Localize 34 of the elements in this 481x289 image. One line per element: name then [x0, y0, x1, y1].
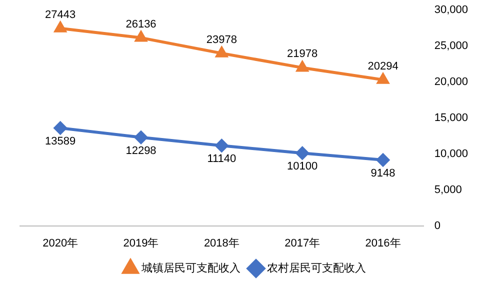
point — [296, 146, 309, 160]
data-label: 26136 — [126, 18, 156, 30]
y-tick-label: 0 — [434, 220, 440, 232]
data-label: 9148 — [370, 168, 396, 180]
point — [296, 61, 308, 72]
x-tick-label: 2020年 — [42, 237, 78, 250]
legend-label: 城镇居民可支配收入 — [140, 262, 240, 275]
data-label: 10100 — [287, 160, 318, 173]
y-tick-label: 10,000 — [434, 148, 468, 160]
data-label: 12298 — [126, 144, 156, 157]
data-label: 11140 — [207, 153, 236, 166]
point — [134, 130, 148, 144]
point — [376, 153, 390, 166]
y-tick-label: 30,000 — [434, 4, 468, 16]
point — [215, 139, 228, 152]
x-tick-label: 2017年 — [284, 237, 320, 250]
data-label: 20294 — [368, 60, 398, 72]
data-label: 13589 — [45, 136, 76, 148]
point — [377, 73, 389, 84]
x-tick-label: 2019年 — [123, 237, 159, 250]
y-tick-label: 15,000 — [434, 112, 468, 124]
y-tick-label: 20,000 — [434, 76, 468, 88]
data-label: 21978 — [287, 48, 318, 60]
point — [135, 31, 147, 42]
y-tick-label: 5,000 — [434, 184, 462, 196]
data-label: 27443 — [45, 8, 76, 21]
point — [54, 122, 67, 135]
y-tick-label: 25,000 — [434, 40, 468, 52]
point — [216, 46, 228, 58]
data-label: 23978 — [206, 34, 237, 46]
x-tick-label: 2018年 — [204, 237, 240, 250]
legend-label: 农村居民可支配收入 — [267, 262, 366, 275]
point — [54, 22, 66, 32]
x-tick-label: 2016年 — [365, 237, 401, 250]
